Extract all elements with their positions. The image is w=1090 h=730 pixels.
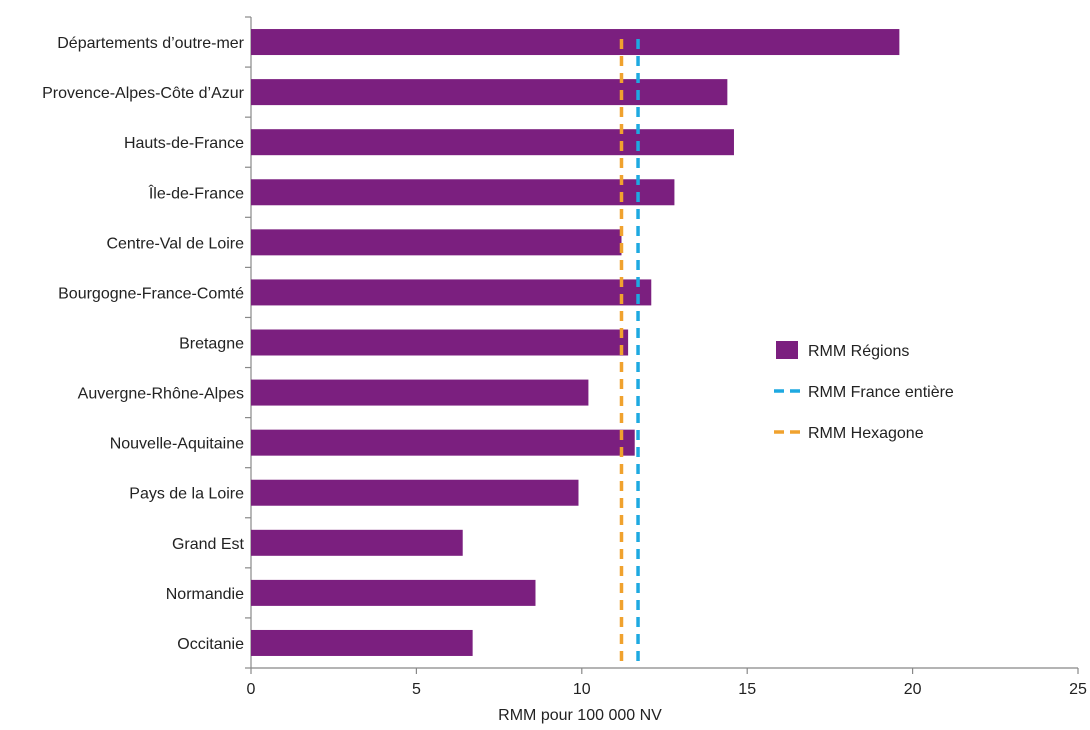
category-label: Bourgogne-France-Comté bbox=[58, 285, 244, 302]
bar bbox=[251, 379, 589, 406]
bar bbox=[251, 579, 536, 606]
category-label: Hauts-de-France bbox=[124, 135, 244, 152]
legend-label: RMM Régions bbox=[808, 343, 909, 360]
bar bbox=[251, 529, 463, 556]
bar bbox=[251, 429, 635, 456]
category-label: Grand Est bbox=[172, 536, 245, 553]
bar bbox=[251, 329, 629, 356]
x-axis-title: RMM pour 100 000 NV bbox=[498, 707, 662, 724]
reference-lines-layer bbox=[619, 39, 640, 664]
x-tick-label: 0 bbox=[247, 681, 256, 698]
bar bbox=[251, 629, 473, 656]
category-label: Pays de la Loire bbox=[129, 486, 244, 503]
category-label: Occitanie bbox=[177, 636, 244, 653]
category-label: Nouvelle-Aquitaine bbox=[110, 436, 244, 453]
category-label: Provence-Alpes-Côte d’Azur bbox=[42, 85, 245, 102]
x-tick-label: 5 bbox=[412, 681, 421, 698]
legend-label: RMM Hexagone bbox=[808, 425, 924, 442]
category-label: Île-de-France bbox=[148, 183, 244, 202]
legend-label: RMM France entière bbox=[808, 384, 954, 401]
bar bbox=[251, 229, 622, 256]
category-label: Départements d’outre-mer bbox=[57, 35, 244, 52]
bar bbox=[251, 179, 675, 206]
x-tick-label: 15 bbox=[738, 681, 756, 698]
bars-layer bbox=[251, 29, 900, 656]
bar bbox=[251, 79, 728, 106]
x-tick-label: 10 bbox=[573, 681, 591, 698]
category-label: Centre-Val de Loire bbox=[106, 235, 244, 252]
bar bbox=[251, 479, 579, 506]
category-labels-layer: Départements d’outre-mer Provence-Alpes-C… bbox=[42, 35, 245, 653]
legend: RMM Régions RMM France entière RMM Hexagon… bbox=[774, 341, 954, 442]
bar bbox=[251, 279, 652, 306]
x-tick-label: 20 bbox=[904, 681, 922, 698]
bar bbox=[251, 29, 900, 56]
category-label: Normandie bbox=[166, 586, 244, 603]
legend-swatch bbox=[776, 341, 798, 359]
category-label: Auvergne-Rhône-Alpes bbox=[78, 386, 244, 403]
x-tick-label: 25 bbox=[1069, 681, 1087, 698]
bar bbox=[251, 129, 734, 156]
tick-labels-layer: 0 5 10 15 20 25 bbox=[247, 681, 1087, 698]
category-label: Bretagne bbox=[179, 336, 244, 353]
